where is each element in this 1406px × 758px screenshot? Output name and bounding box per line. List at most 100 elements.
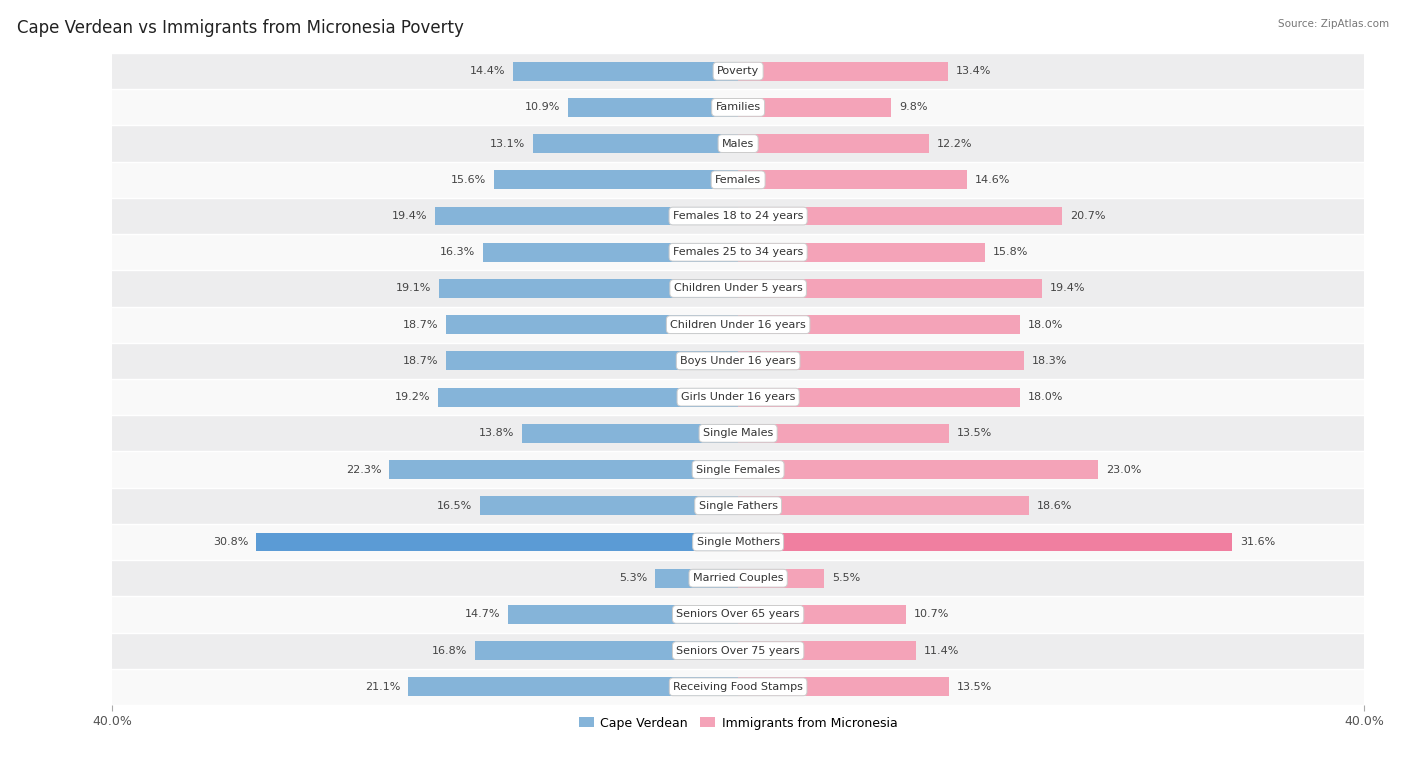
Bar [440,279,738,298]
Bar [738,243,986,262]
Bar [112,343,1364,379]
Text: 18.6%: 18.6% [1036,501,1073,511]
Bar [446,315,738,334]
Text: Single Mothers: Single Mothers [696,537,780,547]
Bar [112,379,1364,415]
Bar [434,207,738,225]
Text: 16.8%: 16.8% [432,646,468,656]
Bar [738,678,949,697]
Bar [112,161,1364,198]
Text: Families: Families [716,102,761,112]
Bar [738,496,1029,515]
Bar [479,496,738,515]
Text: 18.0%: 18.0% [1028,320,1063,330]
Bar [738,61,948,80]
Text: Females 25 to 34 years: Females 25 to 34 years [673,247,803,257]
Text: 14.7%: 14.7% [465,609,501,619]
Text: 20.7%: 20.7% [1070,211,1105,221]
Text: 13.5%: 13.5% [957,428,993,438]
Text: Females: Females [716,175,761,185]
Bar [738,98,891,117]
Text: 30.8%: 30.8% [214,537,249,547]
Bar [112,198,1364,234]
Text: 5.5%: 5.5% [832,573,860,583]
Text: Males: Males [723,139,754,149]
Text: Seniors Over 75 years: Seniors Over 75 years [676,646,800,656]
Bar [112,306,1364,343]
Text: 16.3%: 16.3% [440,247,475,257]
Text: 10.9%: 10.9% [524,102,560,112]
Bar [256,533,738,551]
Bar [533,134,738,153]
Text: Girls Under 16 years: Girls Under 16 years [681,392,796,402]
Text: Married Couples: Married Couples [693,573,783,583]
Text: 21.1%: 21.1% [366,682,401,692]
Text: 22.3%: 22.3% [346,465,381,475]
Text: Single Females: Single Females [696,465,780,475]
Text: Cape Verdean vs Immigrants from Micronesia Poverty: Cape Verdean vs Immigrants from Micrones… [17,19,464,37]
Text: Single Fathers: Single Fathers [699,501,778,511]
Bar [112,126,1364,161]
Text: 13.1%: 13.1% [491,139,526,149]
Bar [738,387,1019,406]
Bar [738,424,949,443]
Text: 16.5%: 16.5% [437,501,472,511]
Bar [522,424,738,443]
Bar [112,524,1364,560]
Bar [513,61,738,80]
Text: 18.7%: 18.7% [402,356,437,366]
Text: 15.8%: 15.8% [993,247,1028,257]
Bar [738,605,905,624]
Text: 5.3%: 5.3% [619,573,647,583]
Bar [484,243,738,262]
Bar [446,352,738,371]
Text: Source: ZipAtlas.com: Source: ZipAtlas.com [1278,19,1389,29]
Text: 18.3%: 18.3% [1032,356,1067,366]
Bar [738,207,1062,225]
Bar [112,415,1364,452]
Bar [112,632,1364,669]
Text: 15.6%: 15.6% [451,175,486,185]
Bar [508,605,738,624]
Text: 31.6%: 31.6% [1240,537,1275,547]
Text: Single Males: Single Males [703,428,773,438]
Bar [112,271,1364,306]
Bar [738,460,1098,479]
Text: Children Under 16 years: Children Under 16 years [671,320,806,330]
Text: 14.6%: 14.6% [974,175,1010,185]
Bar [475,641,738,660]
Text: 11.4%: 11.4% [924,646,960,656]
Bar [112,234,1364,271]
Legend: Cape Verdean, Immigrants from Micronesia: Cape Verdean, Immigrants from Micronesia [574,712,903,735]
Bar [738,134,929,153]
Bar [738,171,966,190]
Text: 12.2%: 12.2% [936,139,973,149]
Text: Females 18 to 24 years: Females 18 to 24 years [673,211,803,221]
Text: 19.1%: 19.1% [396,283,432,293]
Bar [655,568,738,587]
Bar [112,452,1364,487]
Bar [112,560,1364,597]
Bar [112,487,1364,524]
Text: 19.4%: 19.4% [391,211,427,221]
Text: Boys Under 16 years: Boys Under 16 years [681,356,796,366]
Bar [494,171,738,190]
Text: 10.7%: 10.7% [914,609,949,619]
Bar [112,597,1364,632]
Text: 13.4%: 13.4% [956,66,991,76]
Text: 23.0%: 23.0% [1105,465,1142,475]
Bar [437,387,738,406]
Text: 14.4%: 14.4% [470,66,505,76]
Bar [389,460,738,479]
Bar [408,678,738,697]
Text: Receiving Food Stamps: Receiving Food Stamps [673,682,803,692]
Bar [738,568,824,587]
Bar [112,669,1364,705]
Text: Seniors Over 65 years: Seniors Over 65 years [676,609,800,619]
Bar [738,352,1025,371]
Text: 18.0%: 18.0% [1028,392,1063,402]
Text: 9.8%: 9.8% [900,102,928,112]
Text: 18.7%: 18.7% [402,320,437,330]
Text: 19.4%: 19.4% [1049,283,1085,293]
Bar [568,98,738,117]
